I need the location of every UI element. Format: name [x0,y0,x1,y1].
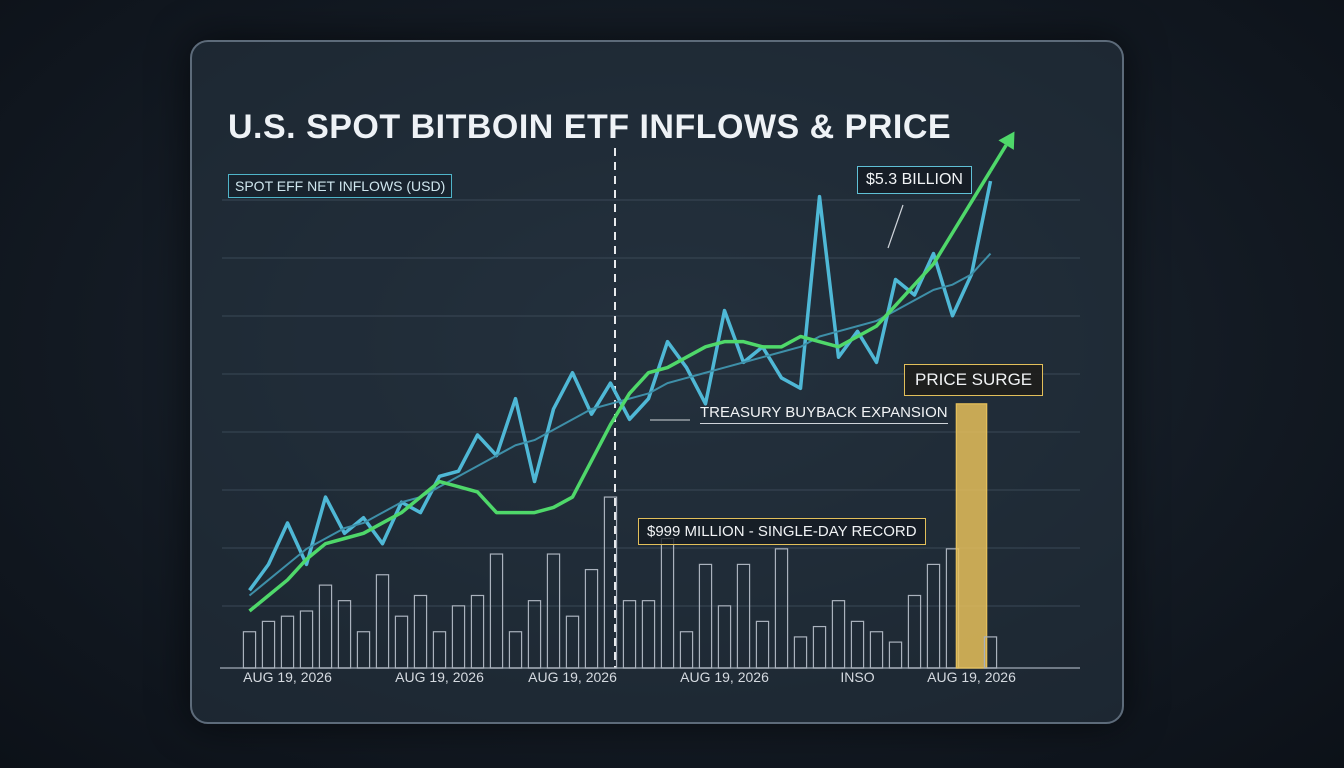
x-tick-label: AUG 19, 2026 [927,669,1016,685]
bar [907,594,922,669]
line [248,169,992,613]
bar [546,553,561,669]
leader-line [887,204,904,249]
bar [584,568,599,669]
bar [337,600,352,669]
annotation: TREASURY BUYBACK EXPANSION [700,404,948,424]
bar [698,563,713,669]
bar [375,574,390,669]
bar [793,636,808,669]
bar [888,641,903,669]
bar [926,563,941,669]
bar [413,594,428,669]
bar [527,600,542,669]
bar [470,594,485,669]
bar [565,615,580,669]
arrow-shaft [989,144,1008,172]
bar [356,631,371,669]
bar [755,620,770,669]
bar [603,496,618,669]
x-tick-label: INSO [840,669,874,685]
bar [983,636,998,669]
bar [850,620,865,669]
bar [242,631,257,669]
bar [394,615,409,669]
annotation: PRICE SURGE [904,364,1044,396]
chart-title: U.S. SPOT BITBOIN ETF INFLOWS & PRICE [228,108,952,146]
bar [869,631,884,669]
bar [622,600,637,669]
bar [955,403,988,669]
bar [641,600,656,669]
line [248,252,992,597]
arrow-head [998,131,1015,150]
bar [660,537,675,669]
bar [736,563,751,669]
annotation: $5.3 BILLION [857,166,972,194]
bar [489,553,504,669]
x-tick-label: AUG 19, 2026 [680,669,769,685]
bar [717,605,732,669]
bar [774,548,789,669]
bar [679,631,694,669]
annotation: $999 MILLION - SINGLE-DAY RECORD [638,518,926,545]
bar [432,631,447,669]
axis-label: SPOT EFF NET INFLOWS (USD) [228,174,453,198]
x-tick-label: AUG 19, 2026 [395,669,484,685]
grid [222,199,1080,607]
bar [318,584,333,669]
bar [831,600,846,669]
bar [451,605,466,669]
x-tick-label: AUG 19, 2026 [528,669,617,685]
bar [261,620,276,669]
bar [280,615,295,669]
bar [508,631,523,669]
x-tick-label: AUG 19, 2026 [243,669,332,685]
bar [299,610,314,669]
bar [812,625,827,669]
